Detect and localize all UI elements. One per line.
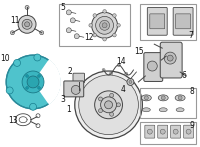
Text: 3: 3 (60, 95, 65, 104)
FancyBboxPatch shape (176, 14, 191, 29)
Text: 6: 6 (182, 71, 187, 81)
Circle shape (38, 75, 40, 77)
Circle shape (22, 19, 32, 29)
Circle shape (127, 78, 134, 85)
Circle shape (40, 31, 44, 35)
Circle shape (96, 16, 114, 34)
Circle shape (6, 87, 13, 94)
Circle shape (89, 24, 92, 27)
Circle shape (102, 23, 107, 28)
Circle shape (93, 14, 97, 17)
Circle shape (147, 129, 152, 134)
Circle shape (125, 72, 128, 75)
Ellipse shape (175, 95, 185, 101)
Text: 10: 10 (0, 54, 10, 63)
Circle shape (66, 28, 71, 33)
Circle shape (144, 96, 148, 100)
Circle shape (66, 10, 71, 15)
Circle shape (99, 109, 103, 113)
Circle shape (95, 91, 122, 119)
Circle shape (113, 33, 116, 37)
Circle shape (6, 55, 60, 109)
FancyBboxPatch shape (73, 73, 85, 83)
Ellipse shape (142, 108, 150, 112)
Circle shape (117, 24, 120, 27)
Circle shape (75, 71, 142, 139)
Ellipse shape (176, 108, 184, 112)
Circle shape (70, 18, 75, 23)
Circle shape (22, 71, 44, 93)
FancyBboxPatch shape (158, 125, 168, 138)
Circle shape (99, 97, 103, 101)
Circle shape (92, 12, 118, 38)
Text: 9: 9 (190, 121, 194, 130)
FancyBboxPatch shape (184, 125, 194, 138)
FancyBboxPatch shape (64, 81, 84, 97)
Circle shape (103, 10, 106, 13)
Text: 4: 4 (121, 85, 126, 94)
Circle shape (93, 33, 97, 37)
Circle shape (38, 87, 40, 89)
Ellipse shape (159, 108, 167, 112)
Text: 5: 5 (60, 3, 65, 12)
Circle shape (102, 69, 105, 71)
Circle shape (173, 129, 178, 134)
Circle shape (186, 129, 191, 134)
FancyBboxPatch shape (173, 7, 193, 35)
Text: 12: 12 (84, 33, 93, 42)
Circle shape (117, 64, 120, 67)
Circle shape (25, 5, 29, 9)
Circle shape (34, 54, 41, 61)
Circle shape (18, 15, 36, 33)
Wedge shape (33, 59, 61, 105)
Circle shape (26, 87, 28, 89)
Circle shape (160, 129, 165, 134)
Circle shape (105, 101, 113, 109)
FancyBboxPatch shape (144, 53, 163, 81)
Circle shape (26, 75, 28, 77)
Circle shape (10, 31, 14, 35)
Text: 2: 2 (67, 66, 72, 76)
Circle shape (167, 55, 173, 61)
Text: 1: 1 (66, 105, 71, 114)
Circle shape (117, 103, 120, 107)
Circle shape (113, 14, 116, 17)
Circle shape (178, 96, 182, 100)
FancyBboxPatch shape (171, 125, 181, 138)
FancyBboxPatch shape (147, 7, 167, 35)
Circle shape (164, 52, 176, 64)
Circle shape (101, 97, 117, 113)
FancyBboxPatch shape (160, 42, 182, 78)
Text: 11: 11 (10, 16, 20, 25)
Circle shape (110, 112, 114, 116)
Text: 13: 13 (8, 116, 18, 125)
Text: 14: 14 (117, 57, 126, 66)
Circle shape (74, 34, 79, 39)
FancyBboxPatch shape (145, 125, 155, 138)
Circle shape (129, 80, 132, 83)
Circle shape (161, 96, 165, 100)
Circle shape (103, 37, 106, 41)
Circle shape (79, 75, 138, 135)
Circle shape (27, 76, 39, 88)
Circle shape (14, 59, 21, 66)
Text: 15: 15 (135, 47, 144, 56)
Text: 8: 8 (190, 87, 194, 96)
Circle shape (100, 20, 110, 30)
Circle shape (30, 103, 37, 110)
Ellipse shape (141, 95, 151, 101)
Circle shape (110, 72, 113, 75)
Circle shape (25, 22, 30, 27)
FancyBboxPatch shape (150, 14, 165, 29)
Circle shape (71, 85, 80, 94)
Circle shape (110, 93, 114, 97)
Text: 7: 7 (189, 31, 193, 40)
Circle shape (147, 61, 157, 71)
Ellipse shape (158, 95, 168, 101)
